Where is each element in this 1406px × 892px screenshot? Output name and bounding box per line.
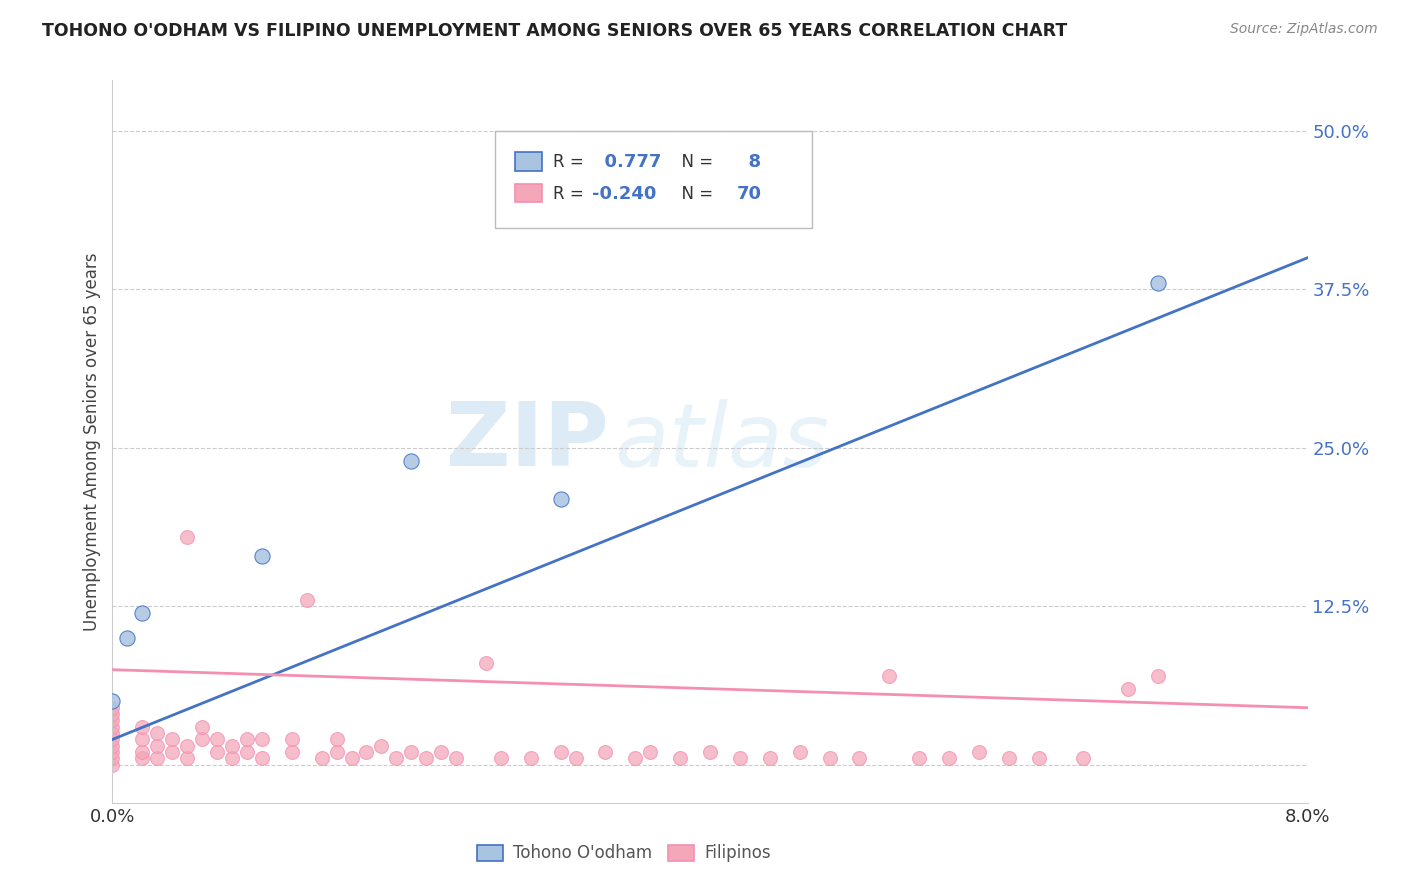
Point [908,751,931,765]
Point [101,751,124,765]
Point [1028,751,1050,765]
Point [401,453,423,467]
Text: Source: ZipAtlas.com: Source: ZipAtlas.com [1230,22,1378,37]
Point [162,732,183,747]
FancyBboxPatch shape [668,845,695,861]
Point [1147,276,1170,290]
Point [325,745,347,759]
Point [818,751,841,765]
Y-axis label: Unemployment Among Seniors over 65 years: Unemployment Among Seniors over 65 years [83,252,101,631]
Point [281,732,304,747]
Point [489,751,512,765]
Point [101,726,124,740]
Text: Tohono O'odham: Tohono O'odham [513,844,652,862]
Text: N =: N = [671,185,718,202]
Point [176,751,198,765]
Point [101,720,124,734]
FancyBboxPatch shape [477,845,503,861]
FancyBboxPatch shape [515,152,541,170]
Point [101,694,124,708]
Point [101,700,124,714]
Point [967,745,990,759]
Point [595,745,617,759]
Point [444,751,467,765]
Text: TOHONO O'ODHAM VS FILIPINO UNEMPLOYMENT AMONG SENIORS OVER 65 YEARS CORRELATION : TOHONO O'ODHAM VS FILIPINO UNEMPLOYMENT … [42,22,1067,40]
Point [520,751,543,765]
Point [728,751,751,765]
Text: -0.240: -0.240 [592,185,657,202]
Point [146,751,169,765]
Point [311,751,333,765]
Text: 70: 70 [737,185,761,202]
Point [759,751,782,765]
Point [475,657,498,671]
Point [191,720,214,734]
Point [236,732,259,747]
Point [131,745,153,759]
Point [117,631,139,645]
Text: 8: 8 [737,153,762,171]
Point [250,732,273,747]
Point [564,751,586,765]
Text: atlas: atlas [614,399,830,484]
Point [385,751,408,765]
Point [101,757,124,772]
Point [550,745,572,759]
Text: N =: N = [671,153,718,171]
Point [848,751,870,765]
Point [131,606,153,620]
Point [205,745,228,759]
Point [281,745,304,759]
Text: Filipinos: Filipinos [704,844,770,862]
Point [669,751,692,765]
Point [773,212,796,227]
Point [146,726,169,740]
Point [356,745,378,759]
Point [191,732,214,747]
Point [401,745,423,759]
Point [176,530,198,544]
Point [131,732,153,747]
Point [550,491,572,506]
Point [430,745,453,759]
Text: ZIP: ZIP [446,398,609,485]
Point [101,739,124,753]
Point [998,751,1021,765]
Text: R =: R = [554,185,589,202]
Point [221,739,243,753]
Point [250,549,273,563]
Text: R =: R = [554,153,589,171]
Point [101,707,124,722]
Point [146,739,169,753]
Point [938,751,960,765]
Text: 0.777: 0.777 [592,153,661,171]
Point [236,745,259,759]
Point [176,739,198,753]
Point [325,732,347,747]
Point [877,669,901,683]
Point [250,751,273,765]
Point [1147,669,1170,683]
Point [131,751,153,765]
Point [221,751,243,765]
Point [789,745,811,759]
Point [101,745,124,759]
Point [415,751,437,765]
Point [205,732,228,747]
Point [131,720,153,734]
Point [1118,681,1140,696]
Point [340,751,363,765]
Point [370,739,392,753]
Point [640,745,662,759]
Point [101,732,124,747]
Point [699,745,721,759]
FancyBboxPatch shape [515,184,541,202]
Point [1073,751,1095,765]
Point [295,593,318,607]
Point [624,751,647,765]
Point [162,745,183,759]
Point [101,714,124,728]
FancyBboxPatch shape [495,131,811,228]
